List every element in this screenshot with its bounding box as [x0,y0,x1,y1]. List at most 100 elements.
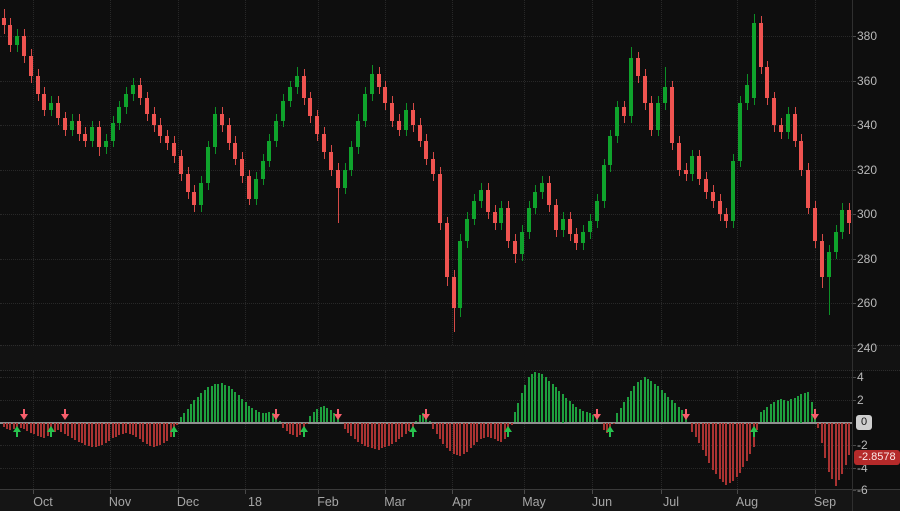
price-tick [852,258,856,260]
hist-bar [537,372,540,423]
candle [212,114,217,148]
candle [96,127,101,148]
month-gridline [110,0,111,345]
indicator-gridline [0,377,852,379]
hist-bar [2,422,5,428]
candle [362,93,367,121]
hist-bar [725,422,728,485]
candle [308,98,313,117]
candle [847,209,852,224]
candle-wick [828,245,830,315]
hist-bar [295,422,298,438]
candle [635,58,640,77]
hist-bar [258,411,261,423]
hist-bar [514,412,516,423]
signal-arrow-up-icon [13,426,22,437]
time-axis[interactable]: Oct Nov Dec 18 Feb Mar Apr May Jun Jul Aug Sep [0,489,900,511]
month-label: Sep [813,495,837,509]
hist-bar [230,389,233,423]
price-axis[interactable]: 380 360 340 320 300 280 260 240 4 2 -2 -4 -6 [852,0,900,511]
month-gridline [318,0,319,345]
candle [8,24,13,45]
hist-bar [479,422,482,440]
hist-bar [807,391,810,423]
hist-bar [40,422,42,438]
hist-bar [735,422,738,478]
hist-bar [435,422,438,435]
hist-bar [769,404,772,423]
candle [294,76,299,88]
candle [615,107,620,137]
month-gridline [737,0,738,345]
hist-bar [578,408,581,423]
hist-bar [94,422,97,447]
hist-bar [793,397,796,423]
signal-arrow-down-icon [422,409,431,420]
candle [15,36,20,45]
candle [813,207,818,242]
candle [185,174,190,192]
hist-bar [360,422,363,444]
hist-bar [22,422,25,430]
month-label: May [522,495,546,509]
candle [663,87,668,103]
price-tick-label: 340 [857,118,878,133]
hist-bar [531,374,534,423]
hist-bar [456,422,459,456]
candle [165,136,170,143]
hist-bar [394,422,397,442]
hist-bar [203,390,206,423]
candle [799,140,804,170]
price-chart-panel[interactable] [0,0,852,345]
indicator-tick [852,490,856,492]
hist-bar [438,422,441,440]
candle [506,207,511,242]
month-gridline [178,371,179,489]
hist-bar [520,393,523,423]
candle [253,178,258,199]
hist-bar [844,422,847,465]
hist-bar [145,422,148,444]
candle [642,76,647,103]
indicator-tick-label: 4 [857,370,864,385]
hist-bar [749,422,752,455]
month-tick [318,490,319,494]
month-tick [661,490,662,494]
momentum-histogram-panel[interactable] [0,371,852,489]
candle [594,200,599,221]
hist-bar [19,422,22,429]
candle [124,93,129,108]
hist-bar [827,422,830,473]
hist-bar [510,422,513,425]
hist-bar [790,399,793,423]
signal-arrow-up-icon [504,426,513,437]
indicator-tick-label: -6 [857,483,868,498]
hist-bar [5,422,8,429]
hist-bar [237,395,240,423]
candle [806,169,811,208]
month-gridline [815,0,816,345]
hist-bar [612,422,615,425]
candle [83,134,88,141]
candle [49,102,54,110]
hist-bar [739,422,742,474]
hist-bar [575,406,578,423]
price-tick [852,125,856,127]
month-tick [385,490,386,494]
hist-bar [387,422,390,446]
candle [792,114,797,141]
price-gridline [0,303,852,305]
hist-bar [428,420,431,423]
month-label: Mar [384,495,406,509]
candle [567,218,572,235]
month-label: Nov [108,495,132,509]
hist-bar [142,422,145,442]
hist-bar [213,384,216,423]
candle [62,118,67,130]
hist-bar [377,422,380,450]
hist-bar [278,421,281,423]
hist-bar [667,396,670,423]
hist-bar [640,379,643,423]
hist-bar [36,422,39,437]
month-tick [524,490,525,494]
